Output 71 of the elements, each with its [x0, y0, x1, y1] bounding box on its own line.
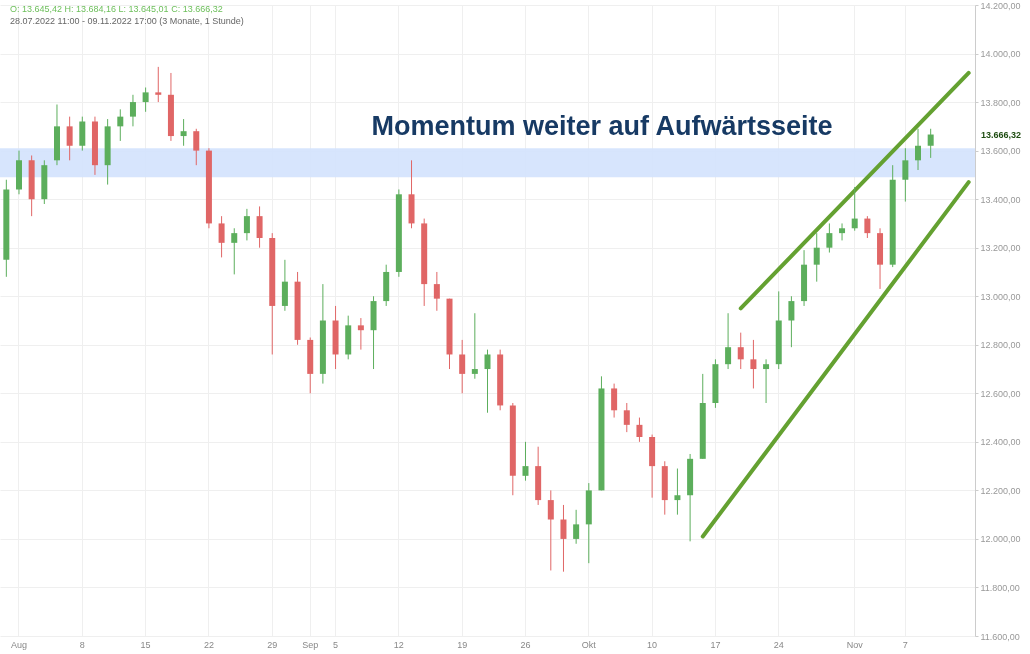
- candlestick: [750, 339, 757, 389]
- x-tick-label: 17: [710, 639, 721, 650]
- y-tick-label: 12.000,00: [980, 534, 1021, 545]
- annotation: O: 13.645,42 H: 13.684,16 L: 13.645,01 C: 13.666,32: [10, 4, 223, 14]
- candlestick: [117, 108, 124, 142]
- candlestick: [915, 128, 922, 171]
- candlestick: [129, 94, 136, 127]
- candlestick: [927, 128, 934, 159]
- y-tick-label: 11.800,00: [980, 582, 1020, 593]
- x-tick-label: Aug: [10, 639, 27, 650]
- y-tick-label: 13.600,00: [980, 146, 1021, 157]
- text: 13.666,32: [981, 129, 1022, 140]
- x-tick-label: Nov: [846, 639, 864, 650]
- candlestick: [471, 312, 478, 380]
- candlestick: [193, 128, 200, 166]
- candlestick: [737, 332, 744, 370]
- candlestick: [813, 232, 820, 283]
- candlestick: [142, 87, 149, 113]
- candlestick: [218, 215, 225, 258]
- candlestick: [763, 358, 770, 404]
- candlestick: [573, 509, 580, 545]
- candlestick: [357, 317, 364, 351]
- y-tick-label: 12.600,00: [980, 388, 1021, 399]
- candlestick: [788, 295, 795, 348]
- candlestick: [674, 468, 681, 516]
- candlestick: [155, 66, 162, 103]
- y-tick-label: 12.400,00: [980, 437, 1021, 448]
- y-tick-label: 13.000,00: [980, 291, 1021, 302]
- candlestick: [180, 118, 187, 147]
- x-tick-label: 8: [79, 639, 85, 650]
- candlestick: [484, 349, 491, 414]
- candlestick: [839, 222, 846, 241]
- candlestick: [611, 383, 618, 419]
- candlestick: [826, 222, 833, 254]
- x-tick-label: 26: [520, 639, 531, 650]
- candlestick: [231, 227, 238, 275]
- candlestick: [547, 489, 554, 571]
- candlestick: [459, 339, 466, 394]
- x-tick-label: Sep: [302, 639, 319, 650]
- x-tick-label: 7: [902, 639, 908, 650]
- y-tick-label: 13.800,00: [980, 97, 1021, 108]
- annotation: 28.07.2022 11:00 - 09.11.2022 17:00 (3 Monate, 1 Stunde): [10, 16, 244, 26]
- x-tick-label: 10: [647, 639, 658, 650]
- candlestick: [433, 271, 440, 312]
- y-tick-label: 13.400,00: [980, 194, 1021, 205]
- candlestick: [560, 504, 567, 573]
- candlestick: [243, 208, 250, 241]
- candlestick: [636, 417, 643, 443]
- text: Momentum weiter auf Aufwärtsseite: [371, 111, 833, 141]
- candlestick: [864, 215, 871, 239]
- y-tick-label: 14.200,00: [980, 0, 1021, 11]
- candlestick: [66, 116, 73, 161]
- y-tick-label: 14.000,00: [980, 49, 1021, 60]
- x-tick-label: Okt: [581, 639, 597, 650]
- candlestick: [256, 205, 263, 249]
- x-tick-label: 22: [203, 639, 214, 650]
- x-tick-label: 19: [457, 639, 468, 650]
- y-tick-label: 12.200,00: [980, 485, 1021, 496]
- candlestick: [623, 402, 630, 433]
- y-tick-label: 13.200,00: [980, 243, 1021, 254]
- candlestick: [902, 147, 909, 203]
- y-tick-label: 12.800,00: [980, 340, 1021, 351]
- candlestick: [725, 312, 732, 370]
- x-tick-label: 24: [773, 639, 784, 650]
- x-tick-label: 12: [393, 639, 404, 650]
- candlestick: [522, 441, 529, 482]
- x-tick-label: 5: [333, 639, 339, 650]
- candlestick: [851, 186, 858, 232]
- y-tick-label: 11.600,00: [980, 631, 1020, 642]
- x-tick-label: 15: [140, 639, 151, 650]
- x-tick-label: 29: [267, 639, 278, 650]
